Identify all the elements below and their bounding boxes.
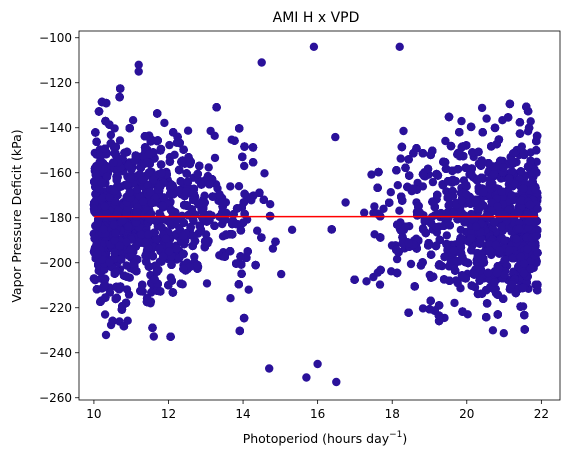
scatter-point (396, 154, 405, 163)
scatter-point (456, 225, 465, 235)
scatter-point (526, 117, 535, 126)
chart-title: AMI H x VPD (273, 10, 360, 26)
scatter-point (488, 224, 498, 233)
scatter-point (153, 234, 162, 244)
scatter-point (331, 132, 340, 142)
scatter-point (101, 330, 111, 340)
scatter-point (451, 276, 461, 285)
scatter-point (457, 116, 466, 126)
scatter-point (450, 298, 459, 308)
scatter-point (210, 153, 220, 163)
scatter-point (341, 198, 350, 207)
scatter-point (277, 269, 286, 279)
scatter-point (253, 226, 262, 235)
scatter-point (149, 332, 158, 341)
scatter-point (362, 277, 371, 286)
scatter-point (226, 182, 235, 191)
scatter-point (360, 208, 369, 217)
scatter-point (106, 130, 116, 140)
scatter-point (456, 284, 465, 293)
scatter-point (204, 163, 213, 172)
scatter-point (386, 188, 395, 197)
scatter-point (393, 181, 402, 190)
scatter-point (499, 329, 508, 338)
scatter-point (395, 206, 404, 215)
scatter-point (206, 126, 215, 136)
scatter-point (226, 294, 235, 303)
scatter-point (482, 114, 491, 123)
scatter-point (234, 182, 244, 191)
scatter-point (244, 285, 253, 294)
plot-area: 10 12 14 16 18 20 22 −100−120−140−160−180−200−… (39, 30, 561, 421)
scatter-point (442, 187, 451, 196)
scatter-point (477, 103, 487, 113)
scatter-point (379, 204, 388, 213)
scatter-point (268, 244, 278, 253)
scatter-point (190, 252, 199, 261)
scatter-point (399, 126, 408, 136)
scatter-point (128, 116, 138, 125)
scatter-point (367, 170, 376, 179)
scatter-point (124, 290, 134, 299)
scatter-point (287, 225, 297, 234)
scatter-point (170, 150, 179, 159)
scatter-point (115, 136, 125, 145)
scatter-point (392, 254, 402, 264)
scatter-point (375, 280, 385, 289)
scatter-point (428, 177, 438, 187)
scatter-point (406, 259, 416, 269)
scatter-point (183, 126, 193, 135)
scatter-point (260, 169, 269, 178)
points-layer (89, 42, 542, 387)
scatter-point (442, 231, 451, 240)
scatter-point (160, 118, 169, 128)
scatter-point (441, 136, 450, 146)
scatter-point (240, 161, 249, 171)
scatter-point (418, 304, 428, 313)
scatter-point (370, 202, 379, 211)
scatter-point (165, 140, 174, 150)
scatter-point (266, 200, 275, 209)
scatter-point (202, 279, 212, 288)
scatter-point (507, 167, 517, 176)
